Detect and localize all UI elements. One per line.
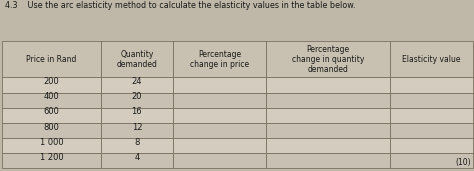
Bar (100, 77, 173, 93)
Bar (2, 77, 100, 93)
Bar (2, 41, 100, 77)
Text: 400: 400 (44, 92, 59, 101)
Bar (266, 138, 390, 153)
Bar (266, 41, 390, 77)
Bar (390, 138, 473, 153)
Bar (390, 108, 473, 123)
Bar (266, 108, 390, 123)
Text: (10): (10) (456, 158, 471, 167)
Bar (100, 123, 173, 138)
Bar (173, 108, 266, 123)
Bar (100, 153, 173, 168)
Bar (390, 41, 473, 77)
Text: 16: 16 (132, 107, 142, 116)
Bar (173, 138, 266, 153)
Bar (390, 93, 473, 108)
Bar (173, 123, 266, 138)
Text: 8: 8 (134, 138, 139, 147)
Text: 1 000: 1 000 (40, 138, 64, 147)
Bar (2, 138, 100, 153)
Text: Percentage
change in price: Percentage change in price (190, 50, 249, 69)
Bar (100, 138, 173, 153)
Text: Elasticity value: Elasticity value (402, 55, 461, 64)
Text: Percentage
change in quantity
demanded: Percentage change in quantity demanded (292, 45, 365, 74)
Bar (100, 93, 173, 108)
Bar (173, 77, 266, 93)
Bar (2, 93, 100, 108)
Bar (266, 123, 390, 138)
Bar (173, 93, 266, 108)
Bar (100, 108, 173, 123)
Bar (2, 108, 100, 123)
Text: 200: 200 (44, 77, 59, 86)
Bar (390, 153, 473, 168)
Text: 4: 4 (134, 153, 139, 162)
Bar (2, 153, 100, 168)
Text: 600: 600 (44, 107, 59, 116)
Text: 24: 24 (132, 77, 142, 86)
Bar (100, 41, 173, 77)
Text: 800: 800 (44, 123, 59, 132)
Bar (266, 153, 390, 168)
Text: Quantity
demanded: Quantity demanded (117, 50, 157, 69)
Bar (173, 41, 266, 77)
Bar (390, 77, 473, 93)
Bar (173, 153, 266, 168)
Text: 4.3    Use the arc elasticity method to calculate the elasticity values in the t: 4.3 Use the arc elasticity method to cal… (5, 1, 355, 10)
Text: 1 200: 1 200 (40, 153, 64, 162)
Bar (390, 123, 473, 138)
Bar (266, 93, 390, 108)
Bar (2, 123, 100, 138)
Bar (266, 77, 390, 93)
Text: 12: 12 (132, 123, 142, 132)
Text: 20: 20 (132, 92, 142, 101)
Text: Price in Rand: Price in Rand (27, 55, 77, 64)
